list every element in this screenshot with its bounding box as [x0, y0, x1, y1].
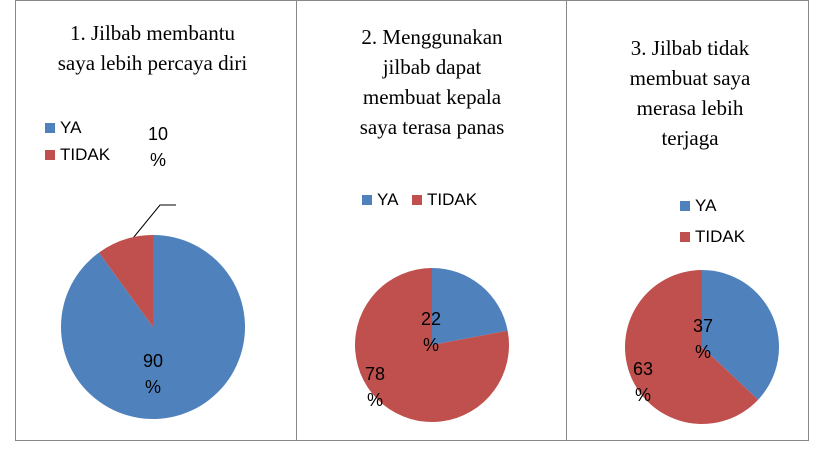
legend-item: TIDAK — [45, 145, 110, 165]
legend-swatch — [45, 150, 55, 160]
legend-swatch — [45, 123, 55, 133]
data-label: 37 % — [692, 316, 714, 362]
legend-swatch — [412, 195, 422, 205]
pie-slice — [98, 235, 153, 327]
pie-slice — [432, 268, 508, 345]
legend-swatch — [680, 232, 690, 242]
legend-label: TIDAK — [695, 227, 746, 246]
legend-label: TIDAK — [427, 190, 478, 209]
frame — [15, 0, 809, 441]
legend-item: YA — [362, 190, 398, 210]
legend-label: YA — [377, 190, 399, 209]
pie-slice — [702, 270, 779, 400]
data-label: 90 % — [142, 351, 164, 397]
legend-item: YA — [680, 196, 716, 216]
data-label: 78 % — [364, 364, 386, 410]
legend-item: TIDAK — [680, 227, 745, 247]
pie-slice — [624, 270, 759, 424]
pie-slice — [354, 268, 509, 422]
data-label: 22 % — [420, 309, 442, 355]
chart-title: 1. Jilbab membantu saya lebih percaya di… — [57, 21, 248, 75]
chart-title: 2. Menggunakan jilbab dapat membuat kepa… — [359, 25, 505, 139]
legend-item: YA — [45, 118, 81, 138]
legend-item: TIDAK — [412, 190, 477, 210]
data-label: 63 % — [632, 359, 654, 405]
legend-label: YA — [60, 118, 82, 137]
pie-slice — [60, 235, 246, 420]
legend-swatch — [680, 201, 690, 211]
data-label: 10 % — [147, 124, 169, 170]
leader-line — [128, 204, 176, 244]
legend-swatch — [362, 195, 372, 205]
legend-label: TIDAK — [60, 145, 111, 164]
chart-title: 3. Jilbab tidak membuat saya merasa lebi… — [629, 36, 751, 150]
legend-label: YA — [695, 196, 717, 215]
